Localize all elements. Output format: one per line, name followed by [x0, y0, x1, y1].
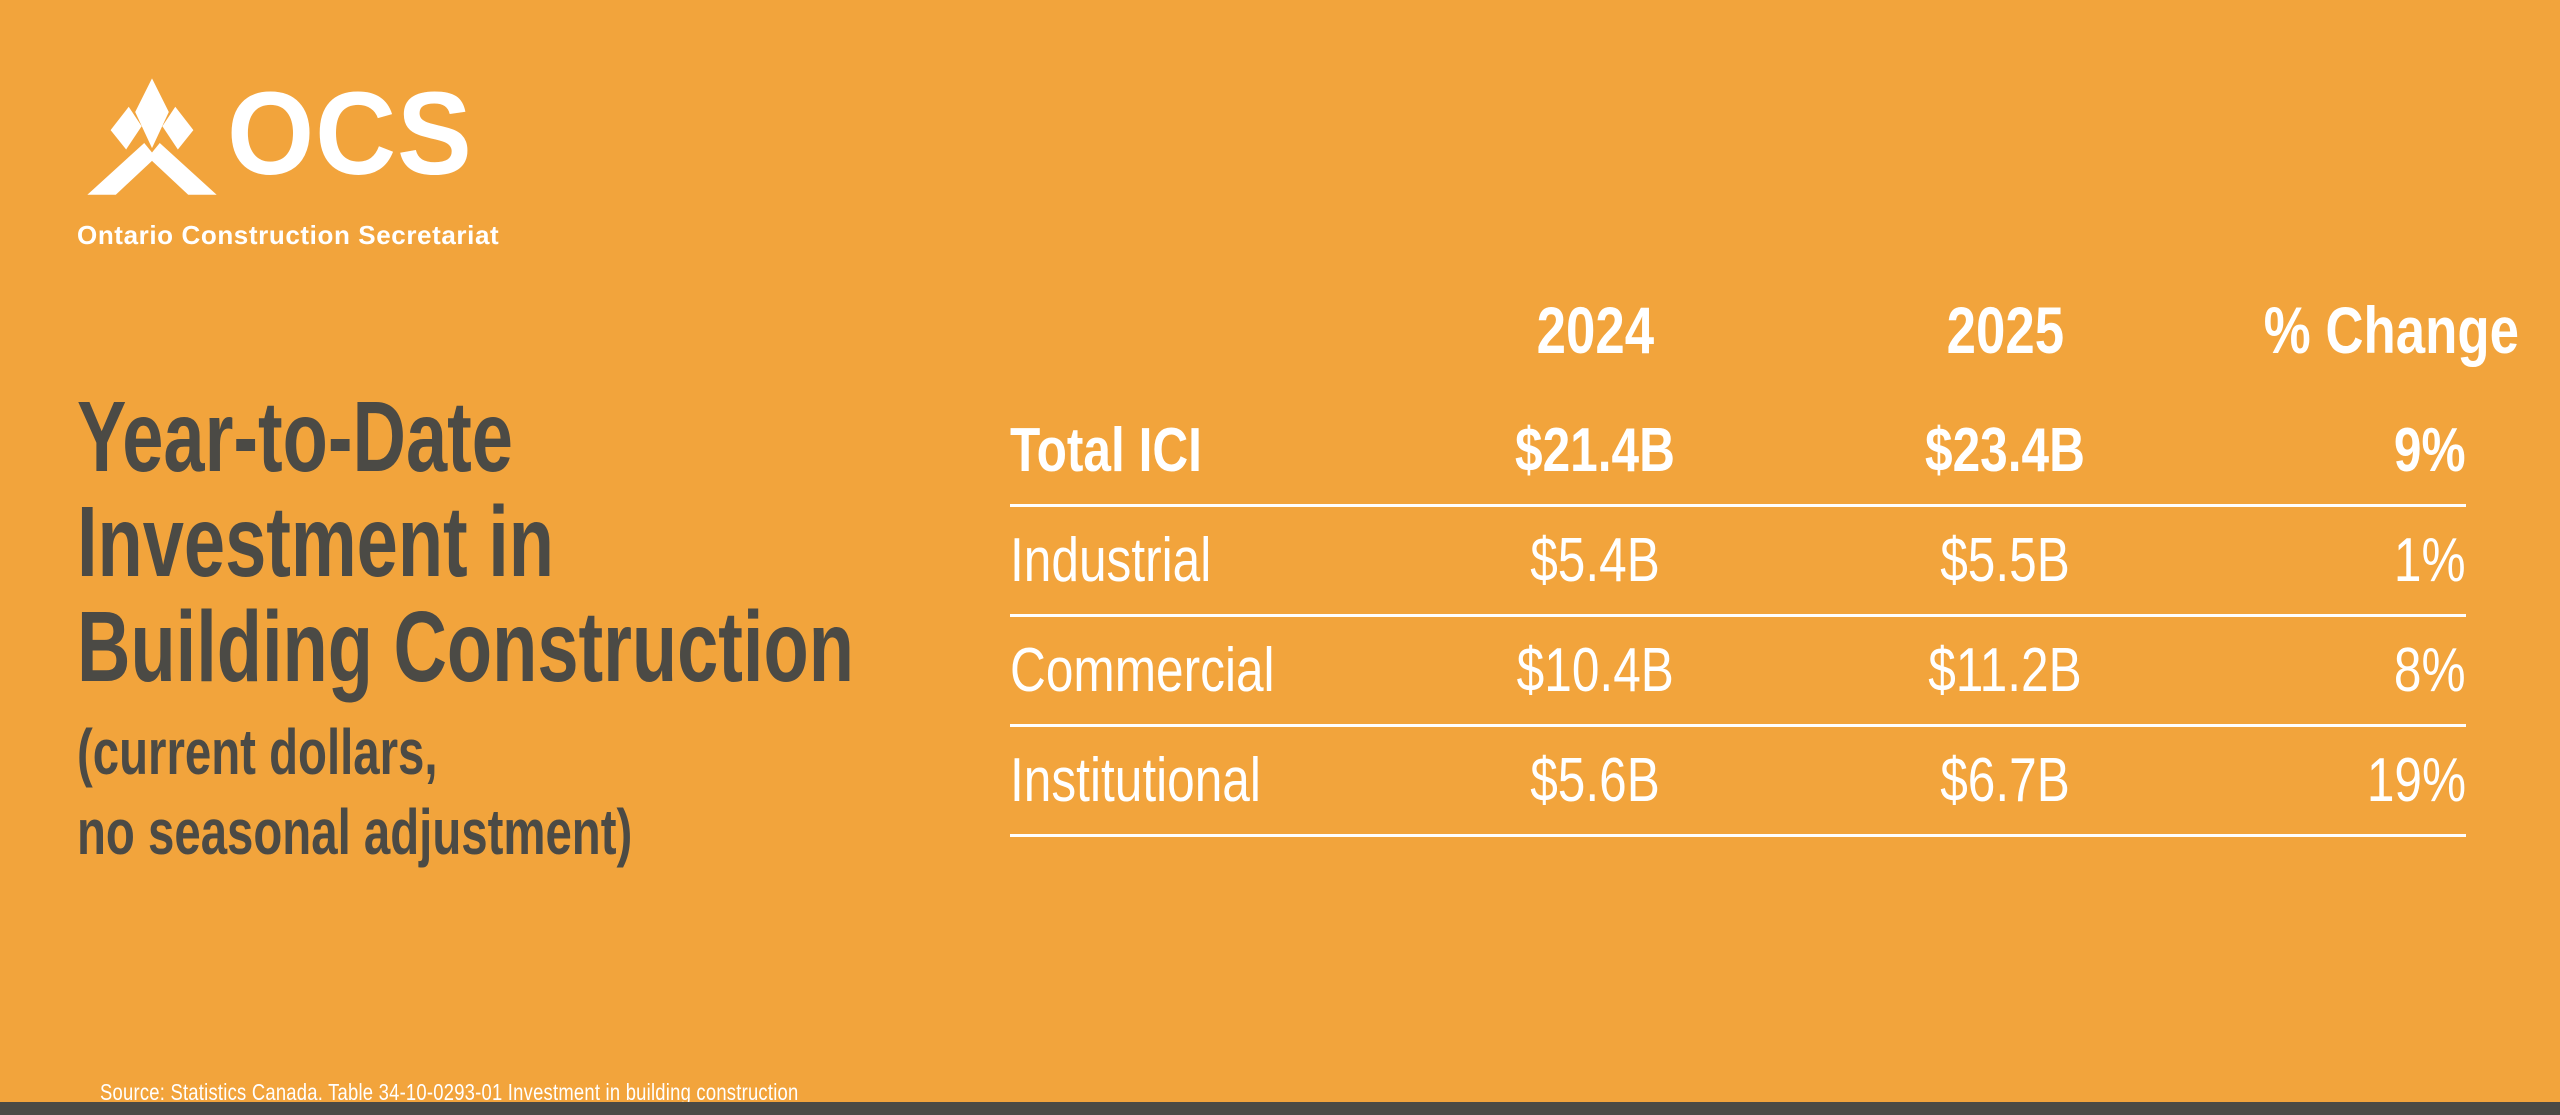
- ocs-logo: OCS Ontario Construction Secretariat: [77, 68, 557, 260]
- value-pct-change: 9%: [2394, 416, 2466, 485]
- value-pct-change: 8%: [2394, 636, 2466, 705]
- header-2025: 2025: [1946, 292, 2064, 367]
- value-2024: $10.4B: [1516, 636, 1674, 705]
- header-pct-change: % Change: [2263, 292, 2520, 367]
- table-header-row: 2024 2025 % Change: [1010, 262, 2519, 397]
- logo-wordmark: OCS: [227, 68, 473, 200]
- value-2024: $5.4B: [1530, 526, 1660, 595]
- page-subtitle: (current dollars, no seasonal adjustment…: [77, 712, 827, 872]
- subtitle-line-1: (current dollars,: [77, 716, 438, 788]
- table-row-total-ici: Total ICI $21.4B $23.4B 9%: [1010, 397, 2466, 507]
- page-title: Year-to-Date Investment in Building Cons…: [77, 385, 1127, 700]
- source-text: Source: Statistics Canada. Table 34-10-0…: [99, 1079, 799, 1105]
- value-pct-change: 1%: [2394, 526, 2466, 595]
- value-2025: $6.7B: [1940, 746, 2070, 815]
- value-2025: $11.2B: [1928, 636, 2082, 705]
- row-label: Commercial: [1010, 636, 1275, 705]
- row-label: Institutional: [1010, 746, 1261, 815]
- footer-bar: [0, 1102, 2560, 1115]
- value-2024: $5.6B: [1530, 746, 1660, 815]
- value-2024: $21.4B: [1515, 416, 1675, 485]
- title-line-1: Year-to-Date: [77, 381, 513, 493]
- logo-subtext: Ontario Construction Secretariat: [77, 220, 500, 250]
- value-pct-change: 19%: [2366, 746, 2466, 815]
- subtitle-line-2: no seasonal adjustment): [77, 796, 633, 868]
- table-row-commercial: Commercial $10.4B $11.2B 8%: [1010, 617, 2466, 727]
- value-2025: $23.4B: [1925, 416, 2085, 485]
- title-line-2: Investment in: [77, 486, 554, 598]
- value-2025: $5.5B: [1940, 526, 2070, 595]
- row-label: Total ICI: [1010, 416, 1202, 485]
- investment-table: 2024 2025 % Change Total ICI $21.4B $23.…: [1010, 262, 2519, 837]
- row-label: Industrial: [1010, 526, 1212, 595]
- table-row-industrial: Industrial $5.4B $5.5B 1%: [1010, 507, 2466, 617]
- title-line-3: Building Construction: [77, 591, 854, 703]
- source-citation: Source: Statistics Canada. Table 34-10-0…: [73, 1052, 973, 1115]
- table-row-institutional: Institutional $5.6B $6.7B 19%: [1010, 727, 2466, 837]
- header-2024: 2024: [1536, 292, 1654, 367]
- mountain-logo-icon: [87, 78, 217, 195]
